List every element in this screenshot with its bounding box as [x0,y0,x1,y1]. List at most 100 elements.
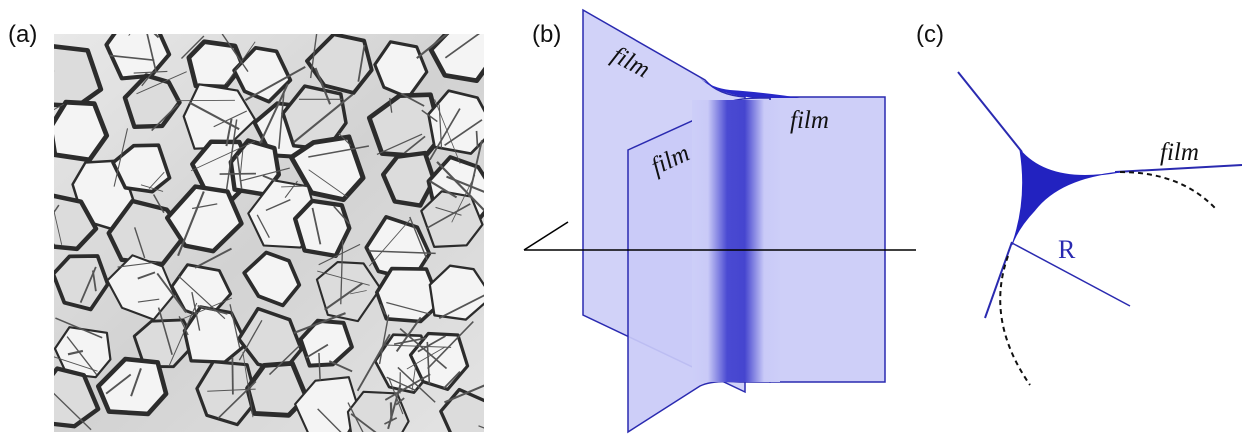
curved-triangle-border [1011,148,1121,246]
foam-edge [438,294,484,320]
foam-edge [386,376,417,392]
foam-edge [379,303,387,315]
foam-cell [242,250,302,308]
foam-cell [106,254,176,321]
foam-edge [156,272,187,313]
foam-edge [395,397,405,406]
foam-edge [213,110,248,128]
foam-edge [54,356,98,372]
foam-edge [134,227,146,259]
foam-edge [40,210,50,242]
foam-edge [451,174,476,223]
foam-cell [305,34,374,95]
foam-edge [427,321,474,370]
foam-cell [122,73,182,129]
foam-edge [256,214,270,239]
radius-label: R [1058,235,1076,264]
foam-edge [436,161,484,212]
foam-edge [239,167,290,182]
foam-edge [67,349,84,356]
foam-cell [54,366,101,429]
foam-edge [177,191,205,257]
foam-edge [54,103,65,111]
foam-edge [55,317,103,339]
panel-label-b: (b) [532,21,561,48]
foam-edge [268,345,300,376]
foam-edge [356,333,391,392]
foam-cell [294,376,361,432]
foam-edge [311,207,322,245]
foam-edge [146,34,157,73]
foam-edge [429,180,458,199]
foam-edge [54,209,63,245]
foam-edge [384,344,452,348]
foam-edge [54,70,55,73]
foam-cell [54,44,104,109]
foam-cell [292,198,352,259]
foam-edge [133,70,168,74]
foam-edge [225,118,233,147]
foam-edge [369,219,411,267]
foam-edge [333,205,351,225]
foam-edge [317,408,342,432]
foam-edge [411,365,417,393]
foam-edge [236,154,243,189]
foam-edge [387,384,402,430]
foam-edge [318,352,321,381]
foam-edge [54,392,92,431]
foam-edge [117,261,157,268]
foam-edge [244,66,306,101]
foam-edge [292,93,354,144]
foam-cell [132,318,198,369]
foam-edge [403,135,426,154]
foam-edge [225,119,238,190]
foam-edge [153,34,160,39]
foam-cell [288,134,366,203]
foam-edge [188,101,240,131]
foam-edge [109,54,155,62]
foam-edge [130,368,142,397]
foam-edge [340,240,344,305]
foam-cell [54,193,99,252]
foam-edge [191,203,218,210]
foam-edge [113,128,129,187]
foam-edge [393,337,427,346]
foam-edge [54,204,60,214]
plateau-border-3d: film film film [523,8,916,434]
foam-edge [429,108,461,161]
foam-edge [152,194,165,214]
foam-photo [40,34,484,432]
foam-edge [157,307,173,355]
foam-cell [54,99,110,163]
foam-edge [318,243,361,266]
foam-edge [190,140,256,172]
foam-edge [397,366,436,403]
foam-edge [242,351,254,418]
foam-edge [417,335,446,353]
foam-edge [443,370,461,389]
foam-edge [148,171,165,190]
foam-edge [309,34,318,79]
foam-edge [305,343,329,359]
film-line-upper [957,71,1023,153]
foam-edge [259,83,289,144]
foam-edge [426,341,431,385]
foam-edge [239,149,244,179]
foam-edge [137,298,160,303]
foam-edge [151,103,179,132]
dashed-arc-lower [999,255,1031,386]
foam-cell [375,266,443,324]
radius-line [1011,242,1131,307]
foam-cell [381,150,437,208]
foam-edge [284,180,298,198]
foam-cell [96,356,169,417]
foam-edge [314,67,332,105]
foam-edge [350,290,367,295]
foam-edge [225,41,256,85]
foam-edge [426,203,471,229]
foam-cell [428,264,484,321]
plateau-border-cross-section: R film [957,71,1242,386]
foam-edge [293,312,346,334]
foam-edge [194,247,232,269]
